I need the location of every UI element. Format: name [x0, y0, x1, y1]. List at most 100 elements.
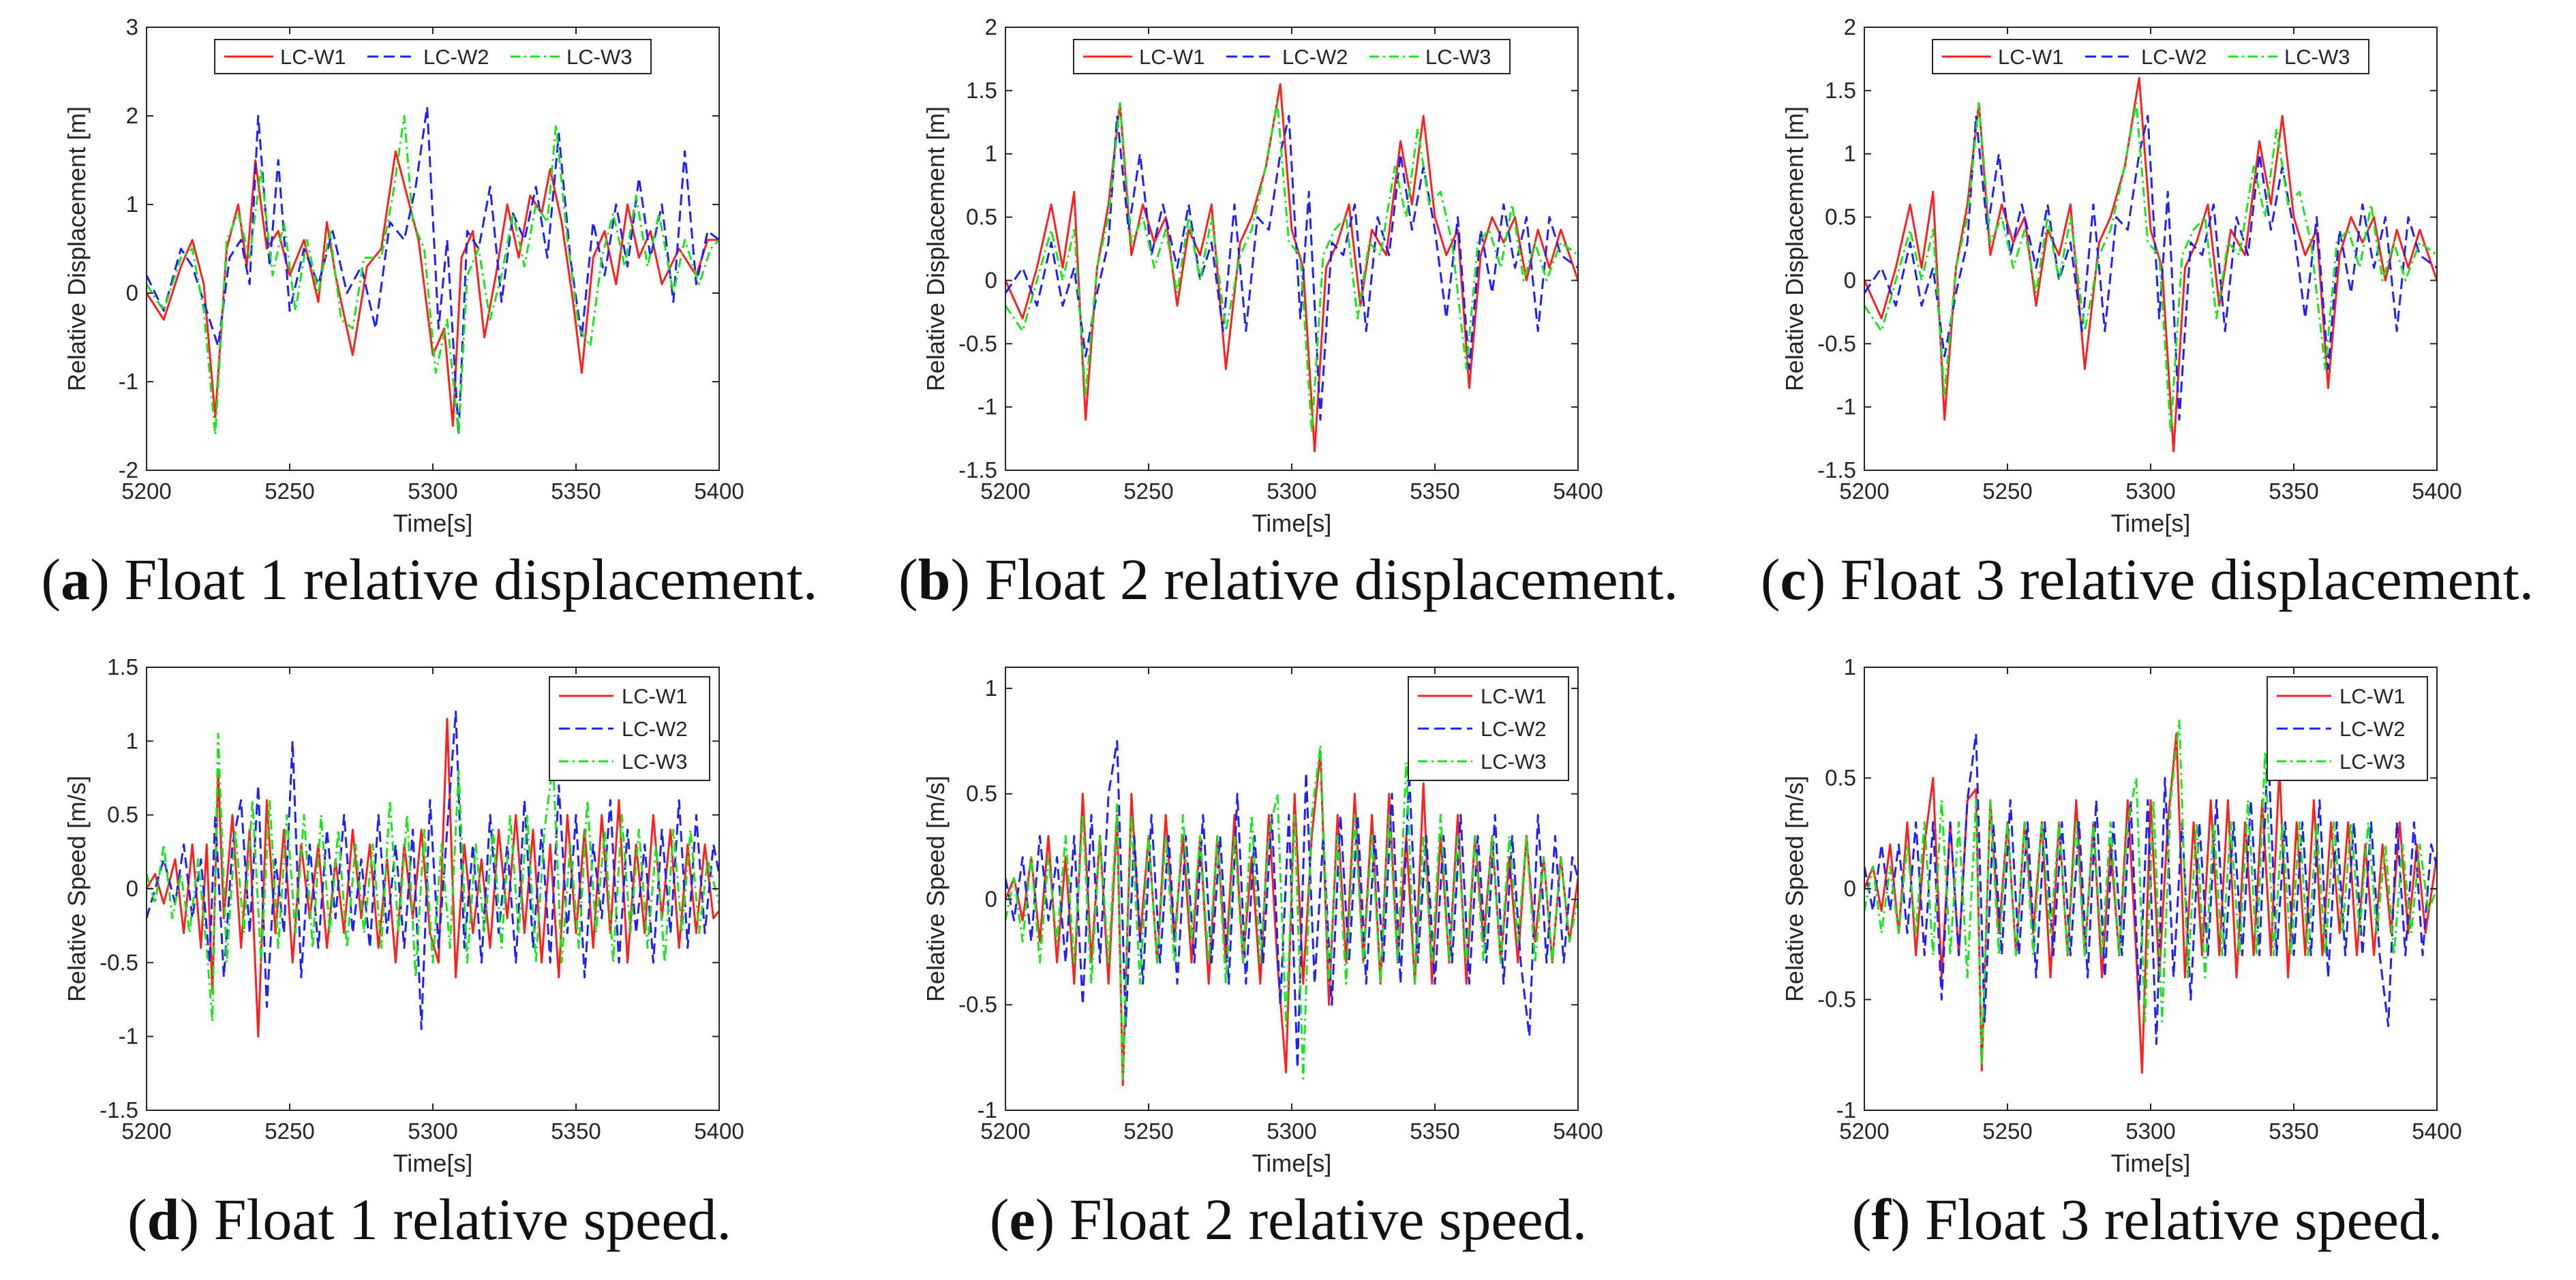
x-tick-label: 5250 — [1123, 478, 1173, 504]
series-line-lc-w1 — [1005, 83, 1578, 453]
y-tick-label: 0.5 — [966, 204, 997, 230]
x-tick-label: 5200 — [121, 1118, 171, 1144]
x-axis-label: Time[s] — [1252, 509, 1332, 537]
chart-c: 5200 5250 5300 5350 5400 -1.5 -1 -0.5 0 0.5 1 1.5 2 T… — [1781, 14, 2462, 537]
legend-label: LC-W1 — [1481, 684, 1546, 708]
series-line-lc-w2 — [1864, 115, 2437, 421]
legend: LC-W1 LC-W2 LC-W3 — [214, 39, 652, 74]
y-axis-label: Relative Speed [m/s] — [1781, 776, 1808, 1002]
series-group — [1864, 76, 2437, 453]
legend-label: LC-W2 — [423, 45, 489, 69]
series-line-lc-w3 — [147, 733, 719, 1023]
series-line-lc-w2 — [147, 710, 719, 1031]
panel-c: 5200 5250 5300 5350 5400 -1.5 -1 -0.5 0 0.5 1 1.5 2 T… — [1718, 0, 2576, 640]
x-tick-label: 5400 — [694, 1118, 744, 1144]
series-line-lc-w3 — [1005, 102, 1578, 433]
caption-letter: d — [147, 1187, 180, 1252]
legend-label: LC-W1 — [280, 45, 346, 69]
legend-box — [214, 39, 652, 74]
series-line-lc-w2 — [147, 106, 719, 436]
caption-text: Float 3 relative speed. — [1924, 1187, 2443, 1252]
y-tick-label: 0.5 — [1825, 204, 1856, 230]
y-tick-label: 2 — [126, 103, 138, 128]
plot-area — [1005, 27, 1578, 470]
x-axis-label: Time[s] — [2111, 1149, 2191, 1177]
y-tick-label: -0.5 — [958, 331, 997, 356]
y-tick-label: 0 — [985, 886, 997, 911]
y-tick-label: 1 — [1844, 141, 1856, 166]
y-tick-label: -1 — [978, 394, 997, 419]
caption-letter: c — [1780, 547, 1806, 612]
x-tick-label: 5250 — [1982, 1118, 2032, 1144]
panel-e: 5200 5250 5300 5350 5400 -1 -0.5 0 0.5 1 Time[s] Re… — [859, 640, 1718, 1280]
y-tick-label: -1 — [119, 1024, 138, 1049]
caption-text: Float 3 relative displacement. — [1840, 547, 2534, 612]
caption-letter: e — [1009, 1187, 1035, 1252]
y-tick-label: 0 — [985, 267, 997, 292]
y-tick-label: -1.5 — [1817, 457, 1856, 483]
caption-a: (a) Float 1 relative displacement. — [41, 547, 818, 612]
legend-label: LC-W3 — [622, 750, 687, 774]
y-tick-label: 0 — [126, 280, 138, 305]
x-tick-label: 5200 — [980, 1118, 1030, 1144]
y-tick-label: 0 — [126, 876, 138, 901]
y-tick-label: 1 — [1844, 654, 1856, 680]
y-axis-label: Relative Displacement [m] — [922, 106, 950, 391]
legend-label: LC-W1 — [2339, 684, 2405, 708]
series-group — [1864, 719, 2437, 1074]
x-tick-label: 5350 — [2269, 478, 2318, 504]
y-tick-label: -1.5 — [958, 457, 997, 483]
chart-a: 5200 5250 5300 5350 5400 -2 -1 0 1 2 3 Time[s] Relat… — [63, 14, 744, 537]
legend: LC-W1 LC-W2 LC-W3 — [1073, 39, 1511, 74]
caption-letter: b — [918, 547, 951, 612]
x-tick-label: 5350 — [2269, 1118, 2318, 1144]
series-line-lc-w1 — [1864, 76, 2437, 453]
y-tick-label: 0.5 — [1825, 765, 1856, 791]
panel-a: 5200 5250 5300 5350 5400 -2 -1 0 1 2 3 Time[s] Relat… — [0, 0, 859, 640]
legend: LC-W1 LC-W2 LC-W3 — [2267, 676, 2428, 781]
y-tick-label: 3 — [126, 14, 138, 40]
chart-f: 5200 5250 5300 5350 5400 -1 -0.5 0 0.5 1 Time[s] Re… — [1781, 654, 2462, 1177]
panel-f: 5200 5250 5300 5350 5400 -1 -0.5 0 0.5 1 Time[s] Re… — [1718, 640, 2576, 1280]
x-tick-label: 5250 — [264, 1118, 314, 1144]
legend-label: LC-W1 — [622, 684, 687, 708]
legend-box — [1073, 39, 1511, 74]
legend-label: LC-W3 — [2339, 750, 2405, 774]
y-tick-label: 0 — [1844, 876, 1856, 901]
legend-label: LC-W2 — [1481, 717, 1546, 741]
caption-letter: f — [1871, 1187, 1891, 1252]
legend-label: LC-W2 — [2141, 45, 2207, 69]
caption-text: Float 1 relative displacement. — [124, 547, 818, 612]
y-tick-label: -1 — [978, 1097, 997, 1123]
legend-label: LC-W3 — [2284, 45, 2350, 69]
series-line-lc-w3 — [1005, 744, 1578, 1080]
y-tick-label: 1 — [985, 675, 997, 701]
caption-b: (b) Float 2 relative displacement. — [898, 547, 1678, 612]
series-line-lc-w2 — [1864, 733, 2437, 1045]
y-tick-label: 1 — [126, 728, 138, 753]
y-tick-label: 1 — [126, 192, 138, 217]
y-tick-label: 0 — [1844, 267, 1856, 292]
x-tick-label: 5350 — [1410, 1118, 1459, 1144]
series-group — [1005, 740, 1578, 1086]
legend-label: LC-W2 — [622, 717, 687, 741]
series-group — [147, 106, 719, 436]
y-tick-label: 2 — [1844, 14, 1856, 40]
y-tick-label: -1.5 — [100, 1097, 138, 1123]
series-line-lc-w1 — [147, 718, 719, 1038]
x-tick-label: 5400 — [1553, 478, 1603, 504]
y-tick-label: 1.5 — [107, 654, 138, 680]
series-line-lc-w3 — [147, 115, 719, 436]
legend: LC-W1 LC-W2 LC-W3 — [1932, 39, 2369, 74]
x-tick-label: 5250 — [264, 478, 314, 504]
caption-letter: a — [61, 547, 91, 612]
series-line-lc-w3 — [1864, 102, 2437, 433]
x-tick-label: 5300 — [408, 1118, 457, 1144]
y-tick-label: -1 — [119, 369, 138, 394]
chart-d: 5200 5250 5300 5350 5400 -1.5 -1 -0.5 0 0.5 1 1.5 Ti… — [63, 654, 744, 1177]
x-tick-label: 5400 — [2412, 1118, 2461, 1144]
chart-e: 5200 5250 5300 5350 5400 -1 -0.5 0 0.5 1 Time[s] Re… — [922, 667, 1603, 1177]
x-tick-label: 5250 — [1982, 478, 2032, 504]
y-axis-label: Relative Speed [m/s] — [922, 776, 950, 1002]
